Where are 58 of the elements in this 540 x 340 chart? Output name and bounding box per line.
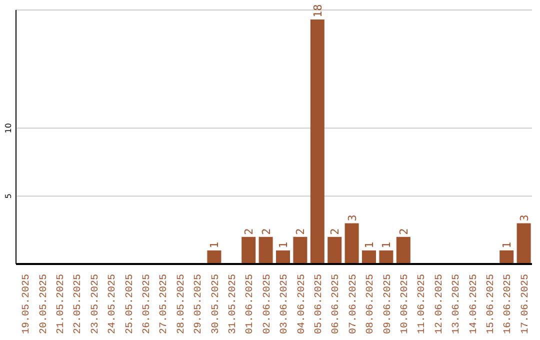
x-tick-label: 12.06.2025 [434, 274, 446, 334]
x-tick-label: 17.06.2025 [520, 274, 532, 334]
data-label: 1 [277, 242, 290, 248]
bar [396, 236, 410, 264]
data-label: 2 [397, 228, 410, 235]
x-tick-label: 24.05.2025 [108, 274, 119, 334]
bar [344, 223, 359, 264]
x-tick-label: 11.06.2025 [417, 274, 428, 334]
x-tick-label: 27.05.2025 [159, 274, 170, 334]
bar [500, 250, 514, 264]
x-tick-label: 16.06.2025 [503, 274, 514, 334]
bar [310, 20, 324, 264]
x-tick-label: 07.06.2025 [348, 274, 360, 334]
x-tick-label: 21.05.2025 [56, 274, 67, 334]
data-label: 2 [260, 228, 273, 235]
y-tick-label: 10 [4, 123, 13, 134]
x-tick-label: 28.05.2025 [176, 274, 188, 334]
data-label: 3 [518, 214, 531, 222]
x-tick-label: 01.06.2025 [245, 274, 256, 334]
x-tick-label: 10.06.2025 [400, 274, 411, 334]
bar [379, 250, 394, 264]
data-label: 2 [294, 228, 308, 235]
bar [207, 250, 222, 264]
data-label: 1 [363, 242, 376, 248]
x-tick-label: 08.06.2025 [366, 274, 377, 334]
data-label: 3 [346, 214, 359, 222]
x-tick-label: 22.05.2025 [73, 274, 84, 334]
x-tick-label: 26.05.2025 [142, 274, 153, 334]
x-tick-label: 09.06.2025 [382, 274, 394, 334]
bar [276, 250, 290, 264]
x-tick-label: 31.05.2025 [228, 274, 239, 334]
x-tick-label: 13.06.2025 [452, 274, 463, 334]
bar [293, 236, 308, 264]
x-tick-label: 29.05.2025 [194, 274, 205, 334]
data-label: 2 [242, 228, 256, 235]
data-label: 18 [311, 4, 324, 18]
data-label: 1 [500, 242, 514, 248]
bar [328, 236, 342, 264]
x-tick-label: 25.05.2025 [124, 274, 136, 334]
x-tick-label: 14.06.2025 [468, 274, 480, 334]
x-tick-label: 20.05.2025 [38, 274, 50, 334]
x-tick-label: 06.06.2025 [331, 274, 342, 334]
y-tick-label: 5 [4, 194, 13, 199]
bar [242, 236, 256, 264]
data-label: 2 [328, 228, 342, 235]
bar [516, 223, 531, 264]
bar [258, 236, 273, 264]
x-tick-label: 19.05.2025 [22, 274, 33, 334]
data-label: 1 [380, 242, 394, 248]
x-tick-label: 04.06.2025 [296, 274, 308, 334]
x-tick-label: 23.05.2025 [90, 274, 102, 334]
x-tick-label: 30.05.2025 [210, 274, 222, 334]
x-tick-label: 05.06.2025 [314, 274, 325, 334]
x-tick-label: 02.06.2025 [262, 274, 274, 334]
data-label: 1 [208, 242, 222, 248]
x-tick-label: 03.06.2025 [280, 274, 291, 334]
x-tick-label: 15.06.2025 [486, 274, 497, 334]
bar [362, 250, 376, 264]
